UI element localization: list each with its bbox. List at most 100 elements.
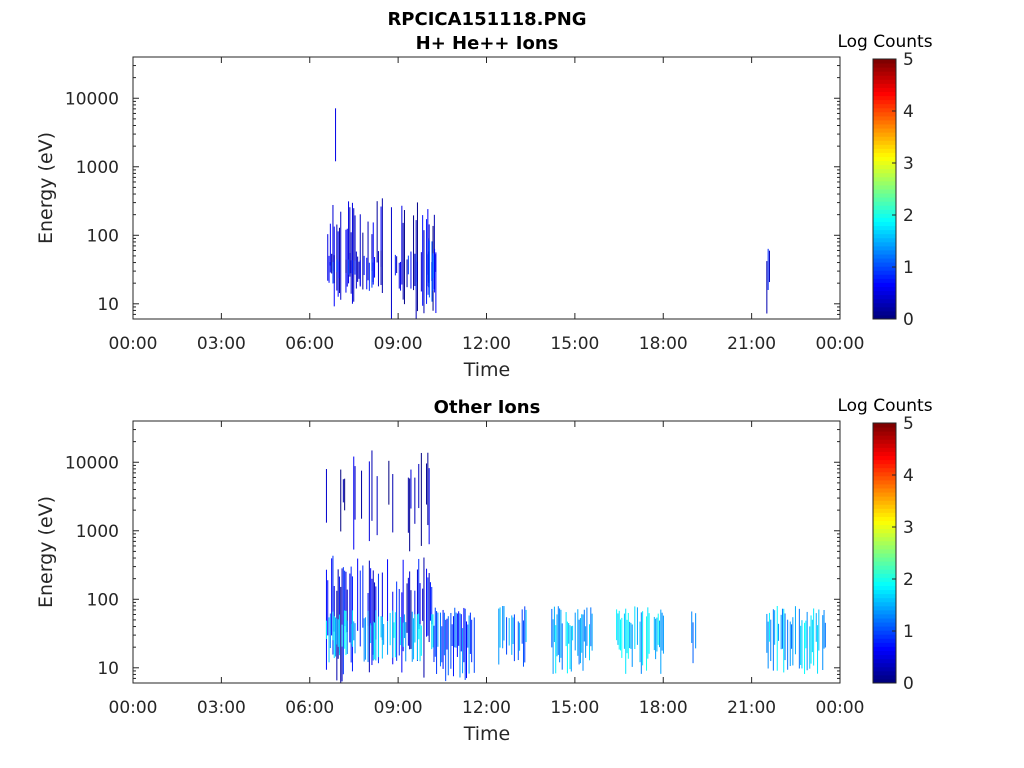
heatmap-streak xyxy=(349,252,351,274)
colorbar-segment xyxy=(873,646,896,651)
colorbar-segment xyxy=(873,217,896,222)
colorbar-segment xyxy=(873,213,896,218)
heatmap-streak xyxy=(350,624,352,645)
heatmap-streak xyxy=(784,613,786,661)
x-tick-label: 00:00 xyxy=(816,698,865,718)
heatmap-streak xyxy=(565,612,567,647)
colorbar-segment xyxy=(873,569,896,574)
heatmap-streak xyxy=(574,612,576,651)
heatmap-area xyxy=(327,108,770,319)
colorbar-segment xyxy=(873,274,896,279)
heatmap-streak xyxy=(428,468,430,545)
heatmap-streak xyxy=(427,452,429,526)
colorbar-segment xyxy=(873,229,896,235)
heatmap-streak xyxy=(618,610,620,650)
colorbar-segment xyxy=(873,111,896,117)
heatmap-streak xyxy=(410,251,412,289)
colorbar-segment xyxy=(873,172,896,178)
y-axis: 10 100 1000 10000 xyxy=(65,56,840,320)
heatmap-streak xyxy=(620,619,622,651)
colorbar-frame xyxy=(872,58,897,320)
colorbar-segment xyxy=(873,245,896,251)
heatmap-streak xyxy=(792,617,794,666)
heatmap-streak xyxy=(342,479,344,503)
heatmap-streak xyxy=(345,571,347,633)
heatmap-streak xyxy=(335,108,337,162)
heatmap-streak xyxy=(655,618,657,660)
colorbar-segment xyxy=(873,674,896,680)
heatmap-streak xyxy=(420,625,422,656)
colorbar-tick-label: 4 xyxy=(903,102,914,122)
colorbar-segment xyxy=(873,302,896,308)
heatmap-streak xyxy=(464,608,466,680)
colorbar-segment xyxy=(873,184,896,190)
heatmap-streak xyxy=(366,257,368,290)
heatmap-streak xyxy=(447,616,449,676)
x-axis: 00:00 03:00 06:00 09:00 12:00 15:00 18:00 21:00… xyxy=(109,57,865,354)
heatmap-streak xyxy=(348,201,350,284)
x-tick-label: 06:00 xyxy=(285,698,334,718)
heatmap-streak xyxy=(376,476,378,536)
x-tick-label: 00:00 xyxy=(109,698,158,718)
colorbar-segment xyxy=(873,447,896,452)
heatmap-streak xyxy=(409,571,411,650)
colorbar-segment xyxy=(873,475,896,481)
heatmap-area xyxy=(325,450,826,683)
heatmap-streak xyxy=(414,477,416,524)
heatmap-streak xyxy=(376,201,378,263)
heatmap-streak xyxy=(377,616,379,658)
colorbar-segment xyxy=(873,270,896,275)
heatmap-streak xyxy=(423,230,425,314)
x-tick-label: 21:00 xyxy=(727,698,776,718)
colorbar-segment xyxy=(873,622,896,627)
heatmap-streak xyxy=(436,611,438,674)
colorbar-segment xyxy=(873,670,896,676)
heatmap-streak xyxy=(794,606,796,655)
heatmap-streak xyxy=(329,613,331,649)
heatmap-streak xyxy=(335,617,337,657)
heatmap-streak xyxy=(396,581,398,661)
heatmap-streak xyxy=(371,258,373,288)
colorbar-segment xyxy=(873,593,896,599)
colorbar-segment xyxy=(873,577,896,582)
heatmap-streak xyxy=(367,610,369,663)
colorbar-segment xyxy=(873,459,896,465)
colorbar-segment xyxy=(873,528,896,534)
heatmap-streak xyxy=(393,622,395,638)
heatmap-streak xyxy=(333,255,335,284)
heatmap-streak xyxy=(398,588,400,656)
colorbar-segment xyxy=(873,193,896,198)
heatmap-streak xyxy=(572,625,574,641)
heatmap-streak xyxy=(800,625,802,666)
heatmap-streak xyxy=(566,621,568,674)
colorbar-segment xyxy=(873,266,896,271)
heatmap-streak xyxy=(517,621,519,661)
heatmap-streak xyxy=(432,614,434,648)
colorbar-segment xyxy=(873,237,896,243)
heatmap-streak xyxy=(354,215,356,271)
heatmap-streak xyxy=(639,621,641,663)
heatmap-streak xyxy=(442,609,444,669)
colorbar-segment xyxy=(873,492,896,497)
colorbar-segment xyxy=(873,197,896,202)
colorbar-tick-label: 3 xyxy=(903,518,914,538)
heatmap-streak xyxy=(636,607,638,645)
heatmap-streak xyxy=(332,204,334,271)
heatmap-streak xyxy=(407,255,409,275)
colorbar-segment xyxy=(873,500,896,505)
heatmap-streak xyxy=(446,618,448,650)
colorbar-segment xyxy=(873,124,896,129)
heatmap-streak xyxy=(410,590,412,649)
heatmap-streak xyxy=(640,612,642,674)
heatmap-streak xyxy=(370,568,372,626)
heatmap-streak xyxy=(556,614,558,657)
heatmap-streak xyxy=(328,255,330,283)
colorbar-segment xyxy=(873,557,896,562)
colorbar-segment xyxy=(873,286,896,292)
colorbar-segment xyxy=(873,553,896,558)
heatmap-streak xyxy=(560,609,562,658)
colorbar-segment xyxy=(873,79,896,84)
heatmap-streak xyxy=(630,622,632,649)
heatmap-streak xyxy=(325,569,327,670)
heatmap-streak xyxy=(647,607,649,659)
